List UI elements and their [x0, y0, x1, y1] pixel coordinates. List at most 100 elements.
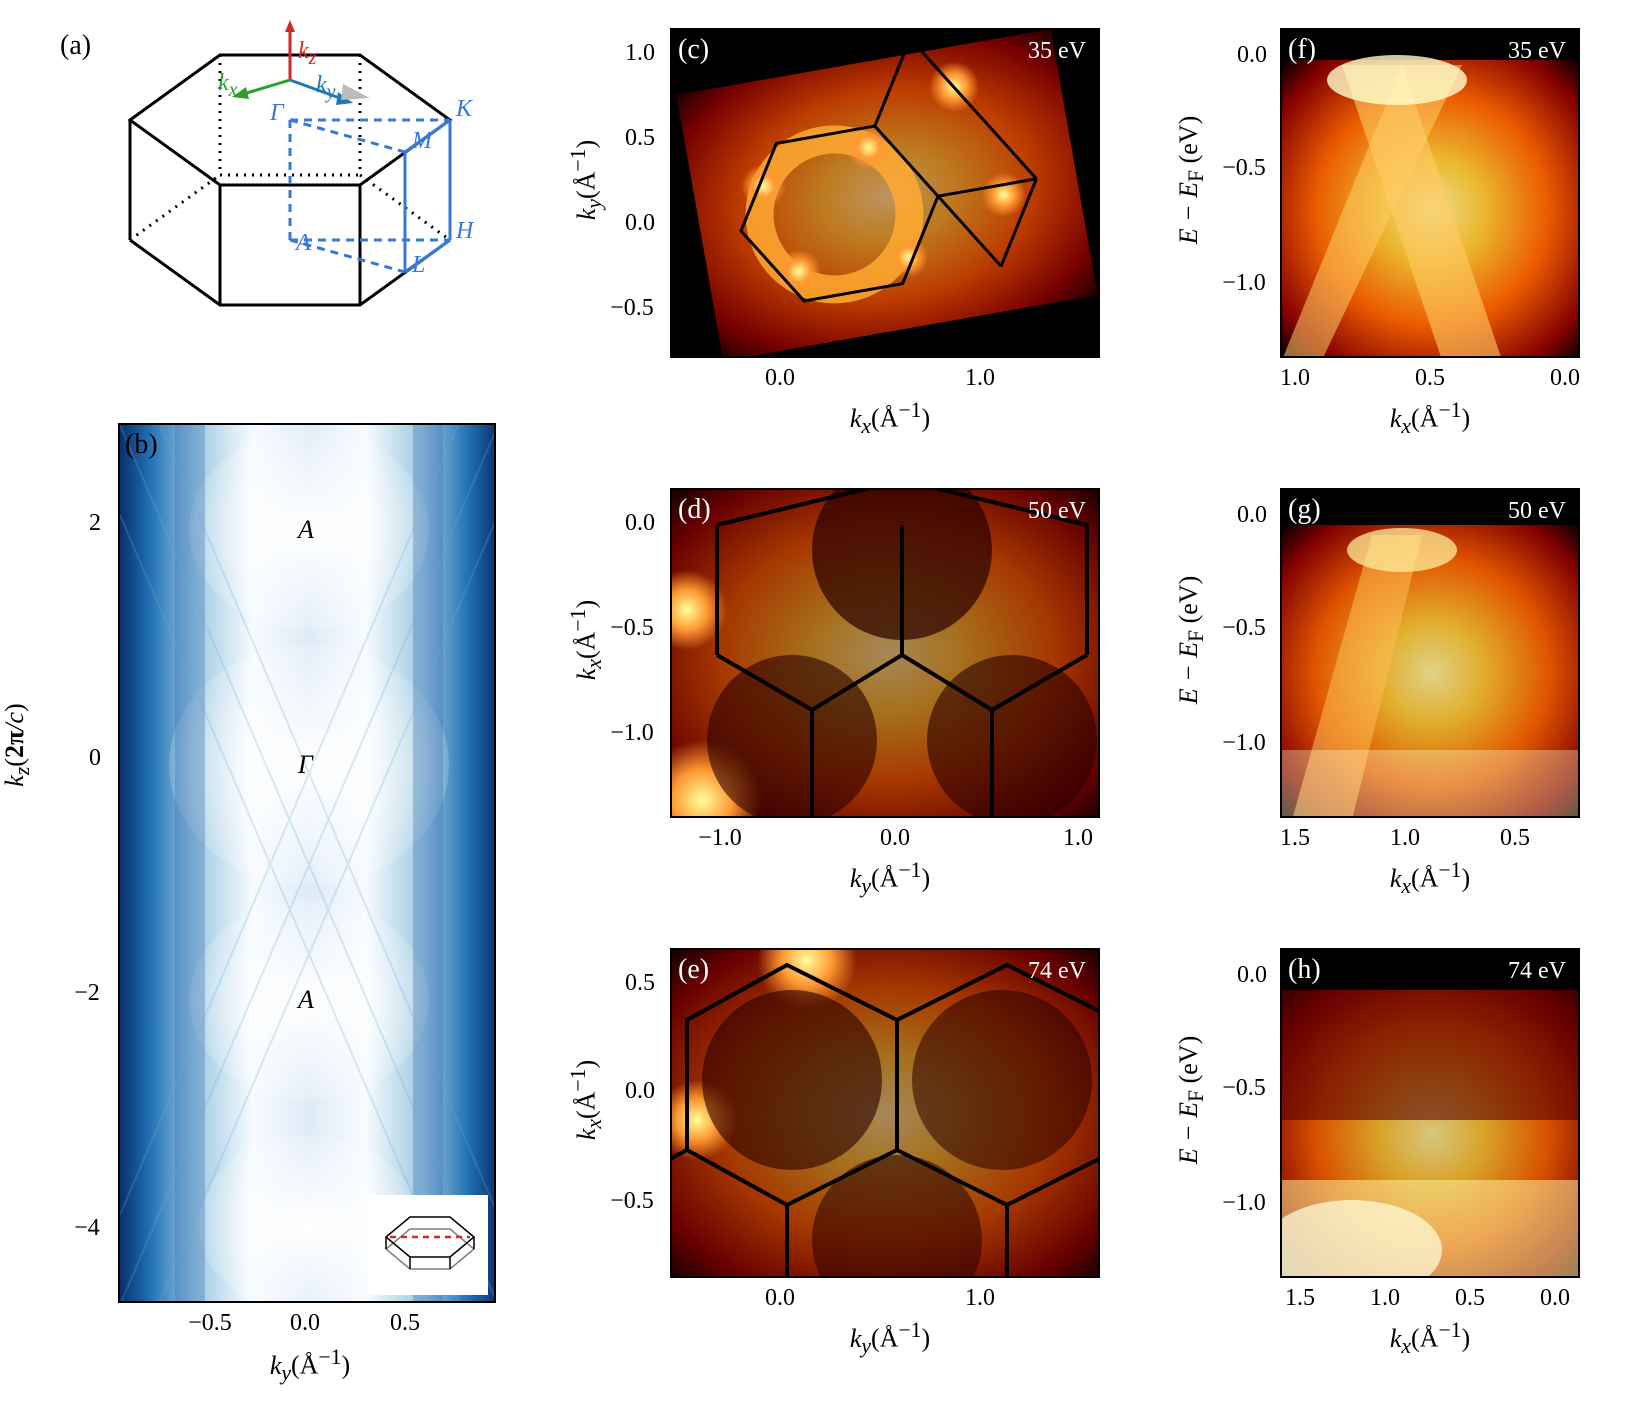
- c-yt-05: 0.5: [620, 125, 660, 152]
- d-xt-0: 0.0: [875, 825, 915, 852]
- bz-H: H: [456, 218, 473, 245]
- panel-d: 50 eV (d) 0.0 −0.5 −1.0 kx(Å−1) −1.0 0.0…: [560, 480, 1120, 910]
- b-xtick-m05: −0.5: [180, 1310, 240, 1337]
- h-xt-0: 0.0: [1535, 1285, 1575, 1312]
- h-yt-m05: −0.5: [1216, 1075, 1272, 1102]
- panel-h-plot: 74 eV: [1280, 948, 1580, 1278]
- ky-label: ky: [316, 72, 336, 104]
- g-xlabel: kx(Å−1): [1330, 858, 1530, 899]
- h-ylabel: E − EF (eV): [1174, 990, 1209, 1210]
- bz-A: A: [296, 230, 311, 257]
- bz-gamma: Γ: [270, 100, 284, 127]
- c-yt-0: 0.0: [620, 210, 660, 237]
- f-xt-0: 0.0: [1545, 365, 1585, 392]
- panel-b-plot: A Γ A: [118, 423, 496, 1303]
- panel-c: 35 eV (c) 1.0 0.5 0.0 −0.5 ky(Å−1) 0.0 1…: [560, 20, 1120, 450]
- g-xt-1: 1.0: [1385, 825, 1425, 852]
- g-yt-m1: −1.0: [1216, 730, 1272, 757]
- d-yt-m1: −1.0: [604, 720, 660, 747]
- panel-e-ev: 74 eV: [1028, 958, 1086, 985]
- figure-root: (a): [20, 20, 1606, 1397]
- e-xt-1: 1.0: [960, 1285, 1000, 1312]
- b-xlabel: ky(Å−1): [200, 1345, 420, 1386]
- b-ytick-0: 0: [80, 745, 110, 772]
- d-yt-0: 0.0: [620, 510, 660, 537]
- b-xtick-0: 0.0: [285, 1310, 325, 1337]
- panel-h-label: (h): [1288, 954, 1321, 986]
- c-xt-0: 0.0: [760, 365, 800, 392]
- panel-g-ev: 50 eV: [1508, 498, 1566, 525]
- panel-g: 50 eV (g) 0.0 −0.5 −1.0 E − EF (eV) 1.5 …: [1160, 480, 1600, 910]
- d-yt-m05: −0.5: [604, 615, 660, 642]
- e-ylabel: kx(Å−1): [566, 1010, 607, 1190]
- e-yt-05: 0.5: [620, 970, 660, 997]
- panel-f-heatmap: [1282, 30, 1580, 358]
- h-xt-1: 1.0: [1365, 1285, 1405, 1312]
- panel-b-Gamma: Γ: [298, 750, 313, 780]
- c-xlabel: kx(Å−1): [790, 398, 990, 439]
- g-yt-0: 0.0: [1232, 502, 1272, 529]
- b-ytick-m4: −4: [64, 1215, 110, 1242]
- panel-c-ev: 35 eV: [1028, 38, 1086, 65]
- g-xt-15: 1.5: [1275, 825, 1315, 852]
- g-yt-m05: −0.5: [1216, 615, 1272, 642]
- h-yt-m1: −1.0: [1216, 1190, 1272, 1217]
- e-yt-0: 0.0: [620, 1078, 660, 1105]
- panel-c-plot: 35 eV: [670, 28, 1100, 358]
- panel-g-heatmap: [1282, 490, 1580, 818]
- panel-g-label: (g): [1288, 494, 1321, 526]
- panel-e: 74 eV (e) 0.5 0.0 −0.5 kx(Å−1) 0.0 1.0 k…: [560, 940, 1120, 1370]
- b-ytick-m2: −2: [64, 980, 110, 1007]
- f-xt-1: 1.0: [1275, 365, 1315, 392]
- f-ylabel: E − EF (eV): [1174, 70, 1209, 290]
- panel-f: 35 eV (f) 0.0 −0.5 −1.0 E − EF (eV) 1.0 …: [1160, 20, 1600, 450]
- panel-c-heatmap: [672, 30, 1100, 358]
- panel-h: 74 eV (h) 0.0 −0.5 −1.0 E − EF (eV) 1.5 …: [1160, 940, 1600, 1370]
- e-xt-0: 0.0: [760, 1285, 800, 1312]
- g-xt-05: 0.5: [1495, 825, 1535, 852]
- panel-c-label: (c): [678, 34, 709, 66]
- d-xt-m1: −1.0: [690, 825, 750, 852]
- c-xt-1: 1.0: [960, 365, 1000, 392]
- b-ytick-2: 2: [80, 510, 110, 537]
- bz-M: M: [412, 128, 432, 155]
- c-yt-m05: −0.5: [604, 295, 660, 322]
- b-xtick-05: 0.5: [385, 1310, 425, 1337]
- d-ylabel: kx(Å−1): [566, 550, 607, 730]
- f-yt-m05: −0.5: [1216, 155, 1272, 182]
- panel-b-A-top: A: [298, 515, 314, 545]
- panel-b-heatmap: [120, 425, 496, 1303]
- panel-h-ev: 74 eV: [1508, 958, 1566, 985]
- f-yt-m1: −1.0: [1216, 270, 1272, 297]
- panel-b-label: (b): [125, 429, 158, 461]
- b-ylabel: kz(2π/c): [0, 645, 35, 845]
- panel-b-A-bot: A: [298, 985, 314, 1015]
- panel-e-label: (e): [678, 954, 709, 986]
- bz-L: L: [412, 252, 425, 279]
- bz-K: K: [456, 96, 472, 123]
- e-xlabel: ky(Å−1): [790, 1318, 990, 1359]
- kz-label: kz: [298, 38, 316, 70]
- f-yt-0: 0.0: [1232, 42, 1272, 69]
- bz-hexagon: [60, 20, 500, 360]
- f-xlabel: kx(Å−1): [1330, 398, 1530, 439]
- panel-a: (a): [60, 20, 500, 360]
- f-xt-05: 0.5: [1410, 365, 1450, 392]
- c-yt-1: 1.0: [620, 40, 660, 67]
- panel-h-heatmap: [1282, 950, 1580, 1278]
- d-xlabel: ky(Å−1): [790, 858, 990, 899]
- panel-b: A Γ A (b) 2 0 −2 −4 kz(2π/c): [20, 415, 520, 1395]
- panel-g-plot: 50 eV: [1280, 488, 1580, 818]
- panel-d-plot: 50 eV: [670, 488, 1100, 818]
- panel-e-plot: 74 eV: [670, 948, 1100, 1278]
- h-xt-15: 1.5: [1280, 1285, 1320, 1312]
- panel-d-label: (d): [678, 494, 711, 526]
- c-ylabel: ky(Å−1): [566, 90, 607, 270]
- g-ylabel: E − EF (eV): [1174, 530, 1209, 750]
- kx-label: kx: [218, 70, 238, 102]
- h-yt-0: 0.0: [1232, 962, 1272, 989]
- panel-b-inset: [368, 1195, 488, 1295]
- d-xt-1: 1.0: [1058, 825, 1098, 852]
- panel-f-label: (f): [1288, 34, 1316, 66]
- e-yt-m05: −0.5: [604, 1188, 660, 1215]
